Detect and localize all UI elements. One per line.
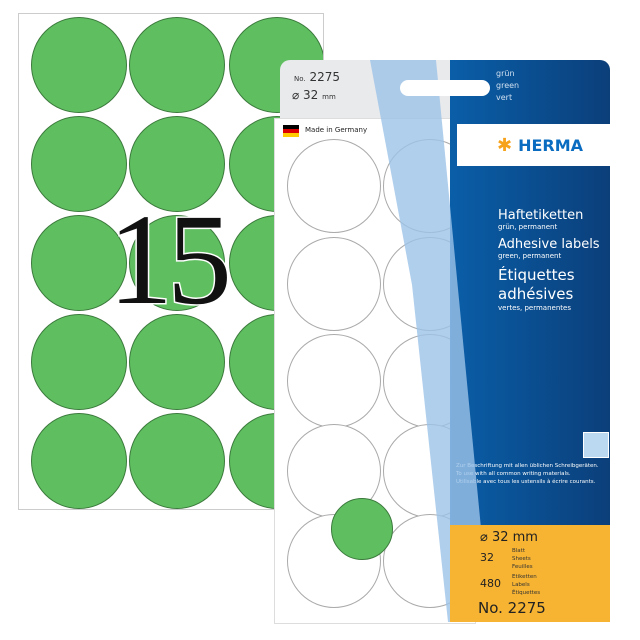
subtitle-de: grün, permanent: [498, 223, 558, 231]
green-label: [129, 17, 225, 113]
package: No. 2275 ⌀ 32 mm Made in Germany grün gr…: [274, 60, 610, 624]
title-fr: Étiquettes adhésives: [498, 266, 575, 303]
green-label: [31, 215, 127, 311]
green-label: [31, 413, 127, 509]
spec-diameter: ⌀ 32 mm: [480, 530, 538, 545]
sheets-label-fr: Feuilles: [512, 564, 533, 570]
sheets-label-de: Blatt: [512, 548, 525, 554]
sheets-count: 32: [480, 551, 494, 564]
green-label: [129, 413, 225, 509]
writing-note-fr: Utilisable avec tous les ustensils à écr…: [456, 479, 596, 485]
brand-logo: HERMA: [518, 135, 584, 155]
green-label: [31, 314, 127, 410]
labels-count: 480: [480, 577, 501, 590]
count-badge: 15: [107, 188, 234, 332]
diameter-unit: mm: [322, 93, 336, 101]
label-outline: [287, 139, 381, 233]
labels-label-fr: Étiquettes: [512, 590, 541, 596]
product-number-footer: No. 2275: [478, 599, 546, 617]
number-prefix: No.: [294, 75, 306, 83]
color-de: grün: [496, 69, 515, 78]
pen-writing-icon: [583, 432, 609, 458]
spec-panel: ⌀ 32 mm 32 Blatt Sheets Feuilles 480 Eti…: [450, 525, 610, 622]
green-sample-label: [331, 498, 393, 560]
title-de: Haftetiketten: [498, 208, 584, 223]
subtitle-en: green, permanent: [498, 252, 562, 260]
brand-band: ✱ HERMA: [457, 124, 610, 166]
green-label: [129, 215, 225, 311]
writing-note-en: To use with all common writing materials…: [456, 471, 571, 477]
hanger-hole: [400, 80, 490, 96]
sheets-label-en: Sheets: [512, 556, 531, 562]
color-fr: vert: [496, 93, 513, 102]
label-outline: [287, 334, 381, 428]
product-number: 2275: [309, 70, 340, 84]
color-en: green: [496, 81, 520, 90]
subtitle-fr: vertes, permanentes: [498, 304, 571, 312]
green-label: [129, 116, 225, 212]
diameter: ⌀ 32: [292, 88, 319, 102]
labels-label-de: Etiketten: [512, 574, 537, 580]
green-label: [31, 17, 127, 113]
back-label-sheet: [18, 13, 324, 510]
green-label: [129, 314, 225, 410]
herma-star-icon: ✱: [497, 134, 513, 156]
made-in-germany: Made in Germany: [305, 126, 368, 134]
german-flag-icon: [283, 125, 299, 137]
title-en: Adhesive labels: [498, 237, 600, 252]
green-label: [31, 116, 127, 212]
label-outline: [287, 237, 381, 331]
writing-note-de: Zur Beschriftung mit allen üblichen Schr…: [456, 463, 599, 469]
labels-label-en: Labels: [512, 582, 530, 588]
